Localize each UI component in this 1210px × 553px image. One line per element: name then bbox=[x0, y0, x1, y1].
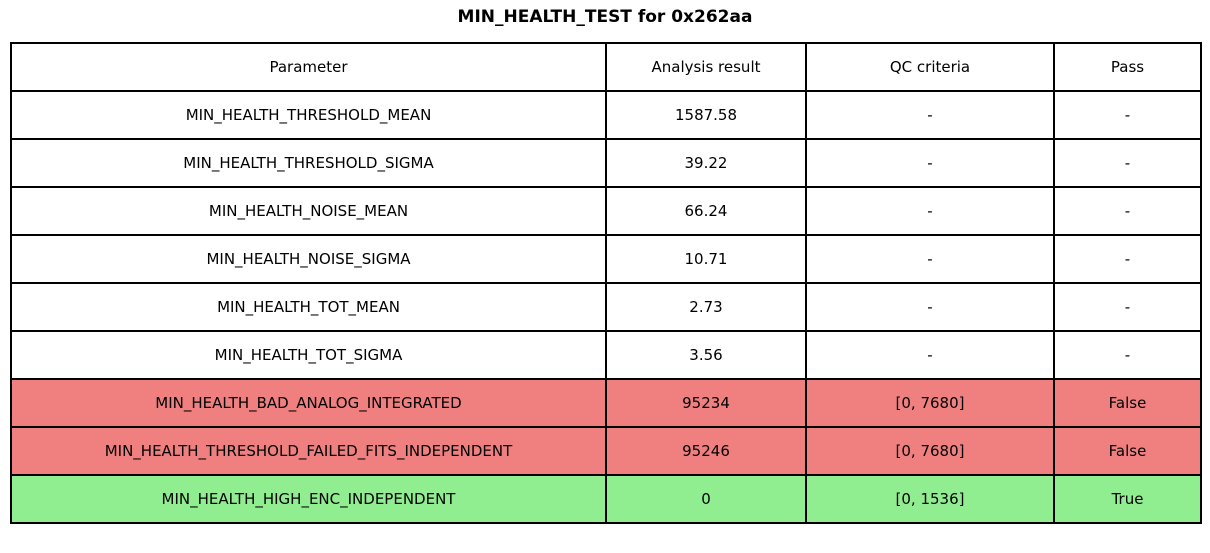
result-cell: 10.71 bbox=[605, 234, 807, 284]
result-cell: 66.24 bbox=[605, 186, 807, 236]
param-cell: MIN_HEALTH_TOT_SIGMA bbox=[10, 330, 607, 380]
pass-cell: True bbox=[1053, 474, 1202, 524]
pass-cell: - bbox=[1053, 138, 1202, 188]
qc-cell: - bbox=[805, 282, 1055, 332]
pass-cell: - bbox=[1053, 282, 1202, 332]
table-row: MIN_HEALTH_THRESHOLD_MEAN 1587.58 - - bbox=[10, 90, 1202, 140]
table-row: MIN_HEALTH_HIGH_ENC_INDEPENDENT 0 [0, 15… bbox=[10, 474, 1202, 524]
param-cell: MIN_HEALTH_NOISE_SIGMA bbox=[10, 234, 607, 284]
pass-cell: - bbox=[1053, 186, 1202, 236]
param-cell: MIN_HEALTH_THRESHOLD_FAILED_FITS_INDEPEN… bbox=[10, 426, 607, 476]
qc-cell: - bbox=[805, 90, 1055, 140]
table-row: MIN_HEALTH_TOT_MEAN 2.73 - - bbox=[10, 282, 1202, 332]
param-cell: MIN_HEALTH_HIGH_ENC_INDEPENDENT bbox=[10, 474, 607, 524]
param-cell: MIN_HEALTH_THRESHOLD_SIGMA bbox=[10, 138, 607, 188]
result-cell: 3.56 bbox=[605, 330, 807, 380]
page-title: MIN_HEALTH_TEST for 0x262aa bbox=[457, 7, 753, 27]
table-header-row: Parameter Analysis result QC criteria Pa… bbox=[10, 42, 1202, 92]
pass-cell: False bbox=[1053, 378, 1202, 428]
table-row: MIN_HEALTH_THRESHOLD_FAILED_FITS_INDEPEN… bbox=[10, 426, 1202, 476]
column-header-qc-criteria: QC criteria bbox=[805, 42, 1055, 92]
param-cell: MIN_HEALTH_NOISE_MEAN bbox=[10, 186, 607, 236]
qc-cell: - bbox=[805, 330, 1055, 380]
column-header-parameter: Parameter bbox=[10, 42, 607, 92]
qc-cell: - bbox=[805, 138, 1055, 188]
result-cell: 2.73 bbox=[605, 282, 807, 332]
qc-cell: - bbox=[805, 234, 1055, 284]
qc-cell: [0, 1536] bbox=[805, 474, 1055, 524]
column-header-pass: Pass bbox=[1053, 42, 1202, 92]
table-row: MIN_HEALTH_BAD_ANALOG_INTEGRATED 95234 [… bbox=[10, 378, 1202, 428]
result-cell: 95234 bbox=[605, 378, 807, 428]
table-row: MIN_HEALTH_TOT_SIGMA 3.56 - - bbox=[10, 330, 1202, 380]
param-cell: MIN_HEALTH_THRESHOLD_MEAN bbox=[10, 90, 607, 140]
qc-cell: [0, 7680] bbox=[805, 426, 1055, 476]
table-row: MIN_HEALTH_NOISE_SIGMA 10.71 - - bbox=[10, 234, 1202, 284]
table-row: MIN_HEALTH_NOISE_MEAN 66.24 - - bbox=[10, 186, 1202, 236]
table-row: MIN_HEALTH_THRESHOLD_SIGMA 39.22 - - bbox=[10, 138, 1202, 188]
pass-cell: - bbox=[1053, 234, 1202, 284]
pass-cell: - bbox=[1053, 330, 1202, 380]
pass-cell: - bbox=[1053, 90, 1202, 140]
qc-cell: [0, 7680] bbox=[805, 378, 1055, 428]
qc-results-table: Parameter Analysis result QC criteria Pa… bbox=[10, 42, 1202, 524]
param-cell: MIN_HEALTH_TOT_MEAN bbox=[10, 282, 607, 332]
qc-cell: - bbox=[805, 186, 1055, 236]
result-cell: 39.22 bbox=[605, 138, 807, 188]
param-cell: MIN_HEALTH_BAD_ANALOG_INTEGRATED bbox=[10, 378, 607, 428]
pass-cell: False bbox=[1053, 426, 1202, 476]
result-cell: 1587.58 bbox=[605, 90, 807, 140]
column-header-analysis-result: Analysis result bbox=[605, 42, 807, 92]
result-cell: 0 bbox=[605, 474, 807, 524]
result-cell: 95246 bbox=[605, 426, 807, 476]
